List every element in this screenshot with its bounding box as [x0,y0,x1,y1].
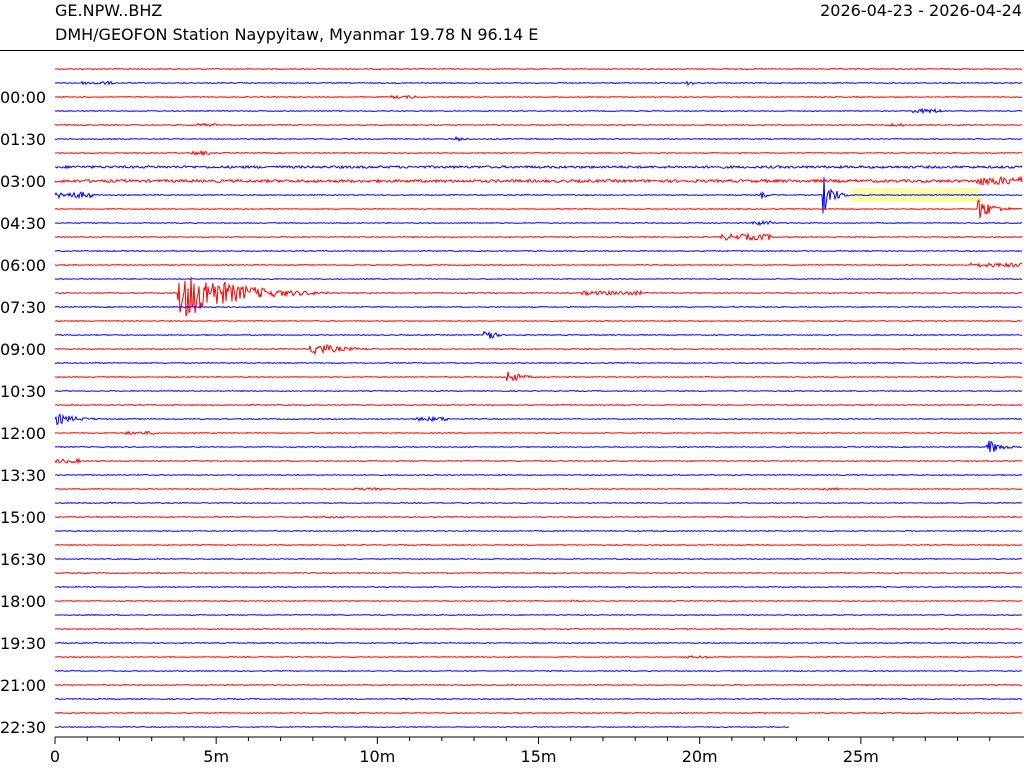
x-tick-label: 25m [843,747,879,766]
time-tick-label: 07:30 [0,298,46,317]
trace-row [54,627,1023,631]
time-tick-label: 10:30 [0,382,46,401]
time-tick-label: 12:00 [0,424,46,443]
time-tick-label: 06:00 [0,256,46,275]
trace-row [54,371,1023,382]
trace-row [54,107,1023,115]
time-tick-label: 13:30 [0,466,46,485]
trace-row [54,277,1022,281]
trace-row [54,599,1023,603]
time-tick-label: 16:30 [0,550,46,569]
trace-row [54,164,1023,170]
trace-row [54,529,1023,533]
trace-row [54,330,1023,339]
time-tick-label: 18:00 [0,592,46,611]
trace-row [54,175,1023,187]
time-axis: 00:00 01:30 03:00 04:30 06:00 07:30 09:00 10:30… [0,88,46,737]
trace-row [54,94,1023,100]
station-code: GE.NPW..BHZ [55,1,163,20]
trace-layer [54,67,1023,729]
trace-row [54,697,1023,701]
trace-row [54,403,1023,407]
trace-row [54,135,1023,143]
trace-row [54,655,1023,659]
minute-axis: 0 5m 10m 15m 20m 25m [50,736,1024,766]
trace-row [54,198,1023,219]
header-rule [0,50,1024,51]
trace-row [54,361,1023,365]
trace-row [54,457,1023,465]
trace-row [54,232,1023,242]
trace-row [54,219,1023,226]
trace-row [54,711,1023,715]
trace-row [54,486,1023,492]
trace-row [54,67,1023,71]
date-range: 2026-04-23 - 2026-04-24 [820,1,1022,20]
trace-row [54,725,790,729]
trace-row [54,80,1023,87]
station-description: DMH/GEOFON Station Naypyitaw, Myanmar 19… [55,25,539,44]
trace-row [54,122,1023,128]
trace-row [54,149,1023,157]
time-tick-label: 00:00 [0,88,46,107]
time-tick-label: 19:30 [0,634,46,653]
trace-row [54,177,1023,214]
trace-row [54,557,1023,561]
time-tick-label: 22:30 [0,718,46,737]
trace-row [54,641,1023,645]
time-tick-label: 21:00 [0,676,46,695]
time-tick-label: 04:30 [0,214,46,233]
trace-row [54,430,1023,436]
trace-row [54,344,1023,356]
x-tick-label: 20m [682,747,718,766]
trace-row [54,319,1023,323]
trace-row [54,585,1023,589]
trace-row [54,571,1023,575]
trace-row [54,389,1023,393]
x-tick-label: 15m [521,747,557,766]
time-tick-label: 01:30 [0,130,46,149]
trace-row [54,669,1023,673]
trace-row [54,515,1023,519]
time-tick-label: 15:00 [0,508,46,527]
trace-row [54,305,1023,309]
x-tick-label: 0 [50,747,60,766]
trace-row [54,249,1023,253]
trace-row [54,683,1023,687]
trace-row [54,276,1023,317]
x-tick-label: 10m [359,747,395,766]
x-tick-label: 5m [203,747,229,766]
trace-row [54,261,1023,268]
trace-row [54,473,1023,477]
trace-row [54,440,1023,453]
trace-row [54,413,1023,426]
trace-row [54,501,1023,505]
trace-row [54,613,1023,617]
trace-row [54,543,1023,547]
time-tick-label: 09:00 [0,340,46,359]
time-tick-label: 03:00 [0,172,46,191]
